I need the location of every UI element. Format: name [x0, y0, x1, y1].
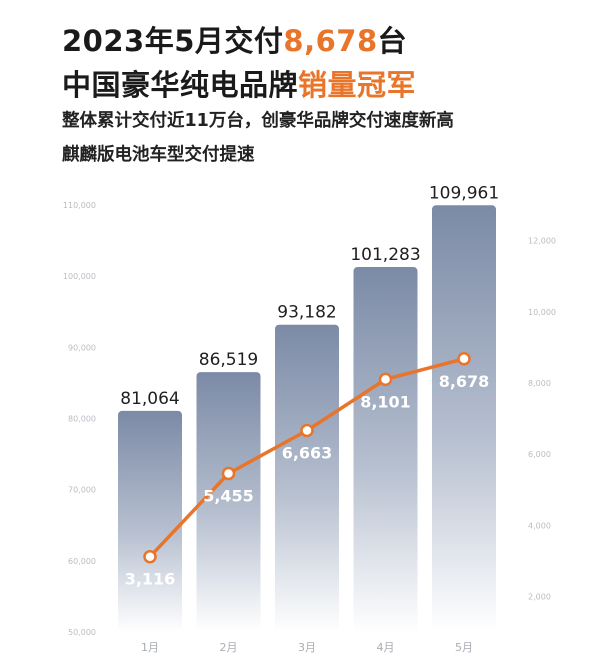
- line-point: [300, 423, 314, 438]
- headline-brand-text: 中国豪华纯电品牌: [62, 68, 299, 102]
- bar-value-label: 86,519: [199, 350, 258, 370]
- bar: [432, 205, 496, 632]
- headline-prefix: 2023年5月交付: [62, 24, 284, 58]
- category-label: 1月: [141, 641, 159, 654]
- bar: [118, 410, 182, 632]
- line-point: [378, 372, 393, 387]
- bar-series: [118, 205, 496, 632]
- right-tick-label: 2,000: [528, 592, 551, 601]
- line-point: [143, 549, 157, 564]
- right-tick-label: 6,000: [528, 450, 551, 459]
- headline-delivery-count: 8,678: [283, 24, 378, 58]
- line-point: [221, 466, 236, 481]
- category-label: 5月: [455, 641, 473, 654]
- line-series: [143, 352, 471, 564]
- line-value-label: 8,678: [439, 372, 490, 391]
- line-value-label: 3,116: [125, 570, 176, 589]
- bar-value-label: 93,182: [277, 303, 336, 323]
- category-label: 2月: [220, 641, 238, 654]
- category-label: 4月: [377, 641, 395, 654]
- line-value-label: 8,101: [360, 392, 411, 411]
- line-value-label: 5,455: [203, 486, 254, 505]
- right-tick-label: 12,000: [528, 237, 556, 246]
- subtitle-line-1: 整体累计交付近11万台，创豪华品牌交付速度新高: [62, 111, 454, 131]
- left-tick-label: 70,000: [68, 486, 96, 495]
- right-tick-label: 8,000: [528, 379, 551, 388]
- line-point: [457, 352, 471, 366]
- category-axis: 1月 2月 3月 4月 5月: [141, 641, 473, 654]
- left-axis: 50,000 60,000 70,000 80,000 90,000 100,000 110…: [63, 201, 96, 637]
- headline-line-2: 中国豪华纯电品牌销量冠军: [62, 62, 416, 104]
- bar-value-label: 109,961: [429, 183, 499, 203]
- category-label: 3月: [298, 641, 316, 654]
- bar-labels: 81,064 86,519 93,182 101,283 109,961: [120, 183, 499, 409]
- left-tick-label: 80,000: [68, 415, 96, 424]
- left-tick-label: 60,000: [68, 557, 96, 566]
- bar: [275, 324, 339, 632]
- bar: [353, 267, 418, 632]
- right-tick-label: 10,000: [528, 308, 556, 317]
- subtitle-line-2: 麒麟版电池车型交付提速: [62, 145, 255, 165]
- right-axis: 2,000 4,000 6,000 8,000 10,000 12,000: [528, 237, 556, 602]
- bar: [196, 372, 261, 632]
- headline-unit: 台: [377, 24, 408, 58]
- line-value-label: 6,663: [282, 443, 333, 462]
- bar-value-label: 101,283: [350, 245, 420, 265]
- headline-line-1: 2023年5月交付8,678台: [62, 18, 407, 60]
- left-tick-label: 110,000: [63, 201, 96, 210]
- bar-value-label: 81,064: [120, 389, 179, 409]
- headline-champion-text: 销量冠军: [298, 68, 417, 102]
- right-tick-label: 4,000: [528, 521, 551, 530]
- left-tick-label: 100,000: [63, 272, 96, 281]
- left-tick-label: 90,000: [68, 343, 96, 352]
- left-tick-label: 50,000: [68, 628, 96, 637]
- line-labels: 3,116 5,455 6,663 8,101 8,678: [125, 372, 490, 589]
